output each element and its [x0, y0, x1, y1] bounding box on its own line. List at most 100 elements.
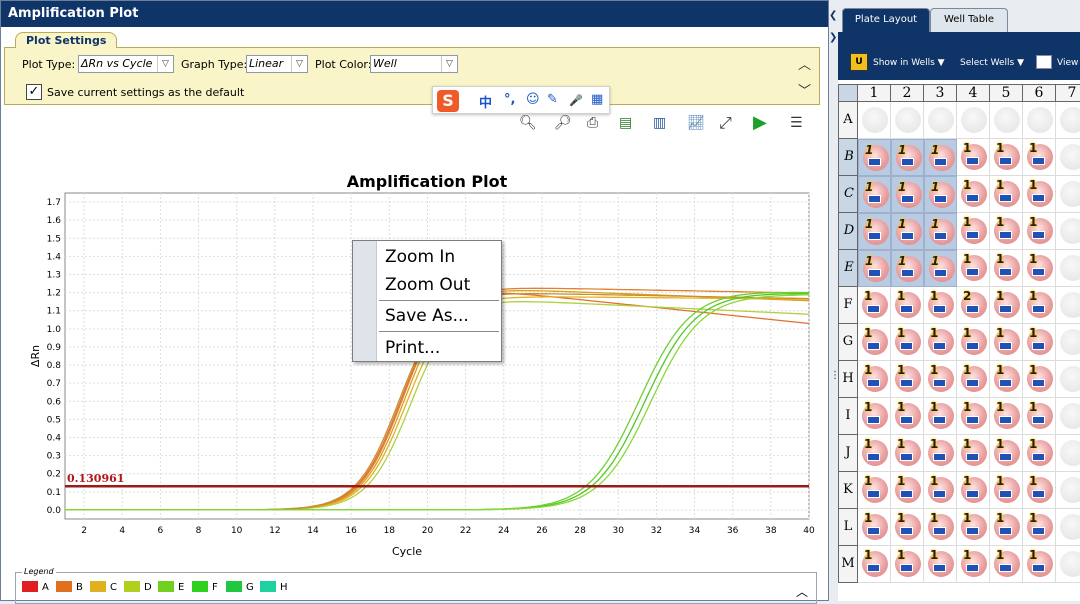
graph-type-select[interactable]: Linear ▽: [246, 55, 308, 73]
row-header-b[interactable]: B: [838, 139, 858, 176]
well-g7[interactable]: [1056, 324, 1080, 361]
well-g3[interactable]: 1: [924, 324, 957, 361]
well-a4[interactable]: [957, 102, 990, 139]
well-c4[interactable]: 1: [957, 176, 990, 213]
well-h4[interactable]: 1: [957, 361, 990, 398]
well-e4[interactable]: 1: [957, 250, 990, 287]
well-j5[interactable]: 1: [990, 435, 1023, 472]
well-e3[interactable]: 1: [924, 250, 957, 287]
well-h6[interactable]: 1: [1023, 361, 1056, 398]
well-k2[interactable]: 1: [891, 472, 924, 509]
ime-chinese-icon[interactable]: 中: [479, 96, 493, 111]
well-i3[interactable]: 1: [924, 398, 957, 435]
plot-settings-tab[interactable]: Plot Settings: [15, 32, 118, 48]
column-header-2[interactable]: 2: [891, 84, 924, 102]
column-header-3[interactable]: 3: [924, 84, 957, 102]
row-header-a[interactable]: A: [838, 102, 858, 139]
well-j3[interactable]: 1: [924, 435, 957, 472]
well-j1[interactable]: 1: [858, 435, 891, 472]
ime-punct-icon[interactable]: °,: [504, 92, 516, 107]
copy-icon[interactable]: ▥: [653, 115, 667, 131]
well-j6[interactable]: 1: [1023, 435, 1056, 472]
well-d4[interactable]: 1: [957, 213, 990, 250]
zoom-in-icon[interactable]: 🔍︎: [519, 115, 537, 131]
ime-logo-icon[interactable]: S: [437, 90, 459, 112]
well-f6[interactable]: 1: [1023, 287, 1056, 324]
well-d3[interactable]: 1: [924, 213, 957, 250]
well-e1[interactable]: 1: [858, 250, 891, 287]
well-h1[interactable]: 1: [858, 361, 891, 398]
well-b7[interactable]: [1056, 139, 1080, 176]
well-e7[interactable]: [1056, 250, 1080, 287]
well-b5[interactable]: 1: [990, 139, 1023, 176]
well-m5[interactable]: 1: [990, 546, 1023, 583]
well-e2[interactable]: 1: [891, 250, 924, 287]
menu-zoom-out[interactable]: Zoom Out: [385, 275, 471, 295]
row-header-l[interactable]: L: [838, 509, 858, 546]
chevron-down-icon[interactable]: ▽: [441, 56, 457, 72]
chart-icon[interactable]: 📈︎: [687, 115, 705, 131]
well-m6[interactable]: 1: [1023, 546, 1056, 583]
scroll-up-icon[interactable]: ︿: [797, 58, 811, 73]
well-k4[interactable]: 1: [957, 472, 990, 509]
well-e6[interactable]: 1: [1023, 250, 1056, 287]
well-f4[interactable]: 2: [957, 287, 990, 324]
well-j4[interactable]: 1: [957, 435, 990, 472]
well-h3[interactable]: 1: [924, 361, 957, 398]
well-g5[interactable]: 1: [990, 324, 1023, 361]
well-l5[interactable]: 1: [990, 509, 1023, 546]
well-m3[interactable]: 1: [924, 546, 957, 583]
well-c1[interactable]: 1: [858, 176, 891, 213]
well-c7[interactable]: [1056, 176, 1080, 213]
print-icon[interactable]: ⎙: [587, 115, 599, 131]
view-button[interactable]: View: [1057, 58, 1079, 68]
well-e5[interactable]: 1: [990, 250, 1023, 287]
legend-item-f[interactable]: F: [192, 581, 218, 594]
well-f2[interactable]: 1: [891, 287, 924, 324]
well-m7[interactable]: [1056, 546, 1080, 583]
well-m1[interactable]: 1: [858, 546, 891, 583]
row-header-j[interactable]: J: [838, 435, 858, 472]
legend-item-e[interactable]: E: [158, 581, 184, 594]
panel-splitter[interactable]: ❮ ❯ ⋮: [829, 0, 840, 601]
well-d5[interactable]: 1: [990, 213, 1023, 250]
well-h5[interactable]: 1: [990, 361, 1023, 398]
save-default-checkbox[interactable]: ✓: [26, 84, 42, 100]
well-l1[interactable]: 1: [858, 509, 891, 546]
row-header-d[interactable]: D: [838, 213, 858, 250]
menu-print[interactable]: Print...: [385, 338, 441, 358]
well-k3[interactable]: 1: [924, 472, 957, 509]
well-i6[interactable]: 1: [1023, 398, 1056, 435]
run-icon[interactable]: ▶: [753, 112, 767, 133]
well-f1[interactable]: 1: [858, 287, 891, 324]
show-in-wells-button[interactable]: Show in Wells ▼: [873, 58, 945, 68]
legend-item-g[interactable]: G: [226, 581, 254, 594]
ime-emoji-icon[interactable]: ☺: [526, 92, 540, 107]
well-m2[interactable]: 1: [891, 546, 924, 583]
column-header-5[interactable]: 5: [990, 84, 1023, 102]
well-c3[interactable]: 1: [924, 176, 957, 213]
well-a7[interactable]: [1056, 102, 1080, 139]
scroll-down-icon[interactable]: ﹀: [797, 84, 811, 99]
column-header-6[interactable]: 6: [1023, 84, 1056, 102]
ime-mic-icon[interactable]: 🎤: [569, 94, 583, 107]
row-header-c[interactable]: C: [838, 176, 858, 213]
well-d7[interactable]: [1056, 213, 1080, 250]
select-wells-button[interactable]: Select Wells ▼: [960, 58, 1025, 68]
well-g4[interactable]: 1: [957, 324, 990, 361]
menu-zoom-in[interactable]: Zoom In: [385, 247, 456, 267]
fit-icon[interactable]: ⤢: [719, 113, 732, 132]
well-g2[interactable]: 1: [891, 324, 924, 361]
well-i1[interactable]: 1: [858, 398, 891, 435]
well-m4[interactable]: 1: [957, 546, 990, 583]
well-g1[interactable]: 1: [858, 324, 891, 361]
well-l6[interactable]: 1: [1023, 509, 1056, 546]
well-b4[interactable]: 1: [957, 139, 990, 176]
well-l4[interactable]: 1: [957, 509, 990, 546]
show-in-wells-icon[interactable]: U: [850, 53, 868, 71]
row-header-k[interactable]: K: [838, 472, 858, 509]
well-b1[interactable]: 1: [858, 139, 891, 176]
amplification-chart[interactable]: 2 4 6 8 10 12 14 16 18 20 22 24 26 28 30 32 34 36 38 400.00…: [11, 167, 821, 567]
row-header-g[interactable]: G: [838, 324, 858, 361]
well-i4[interactable]: 1: [957, 398, 990, 435]
